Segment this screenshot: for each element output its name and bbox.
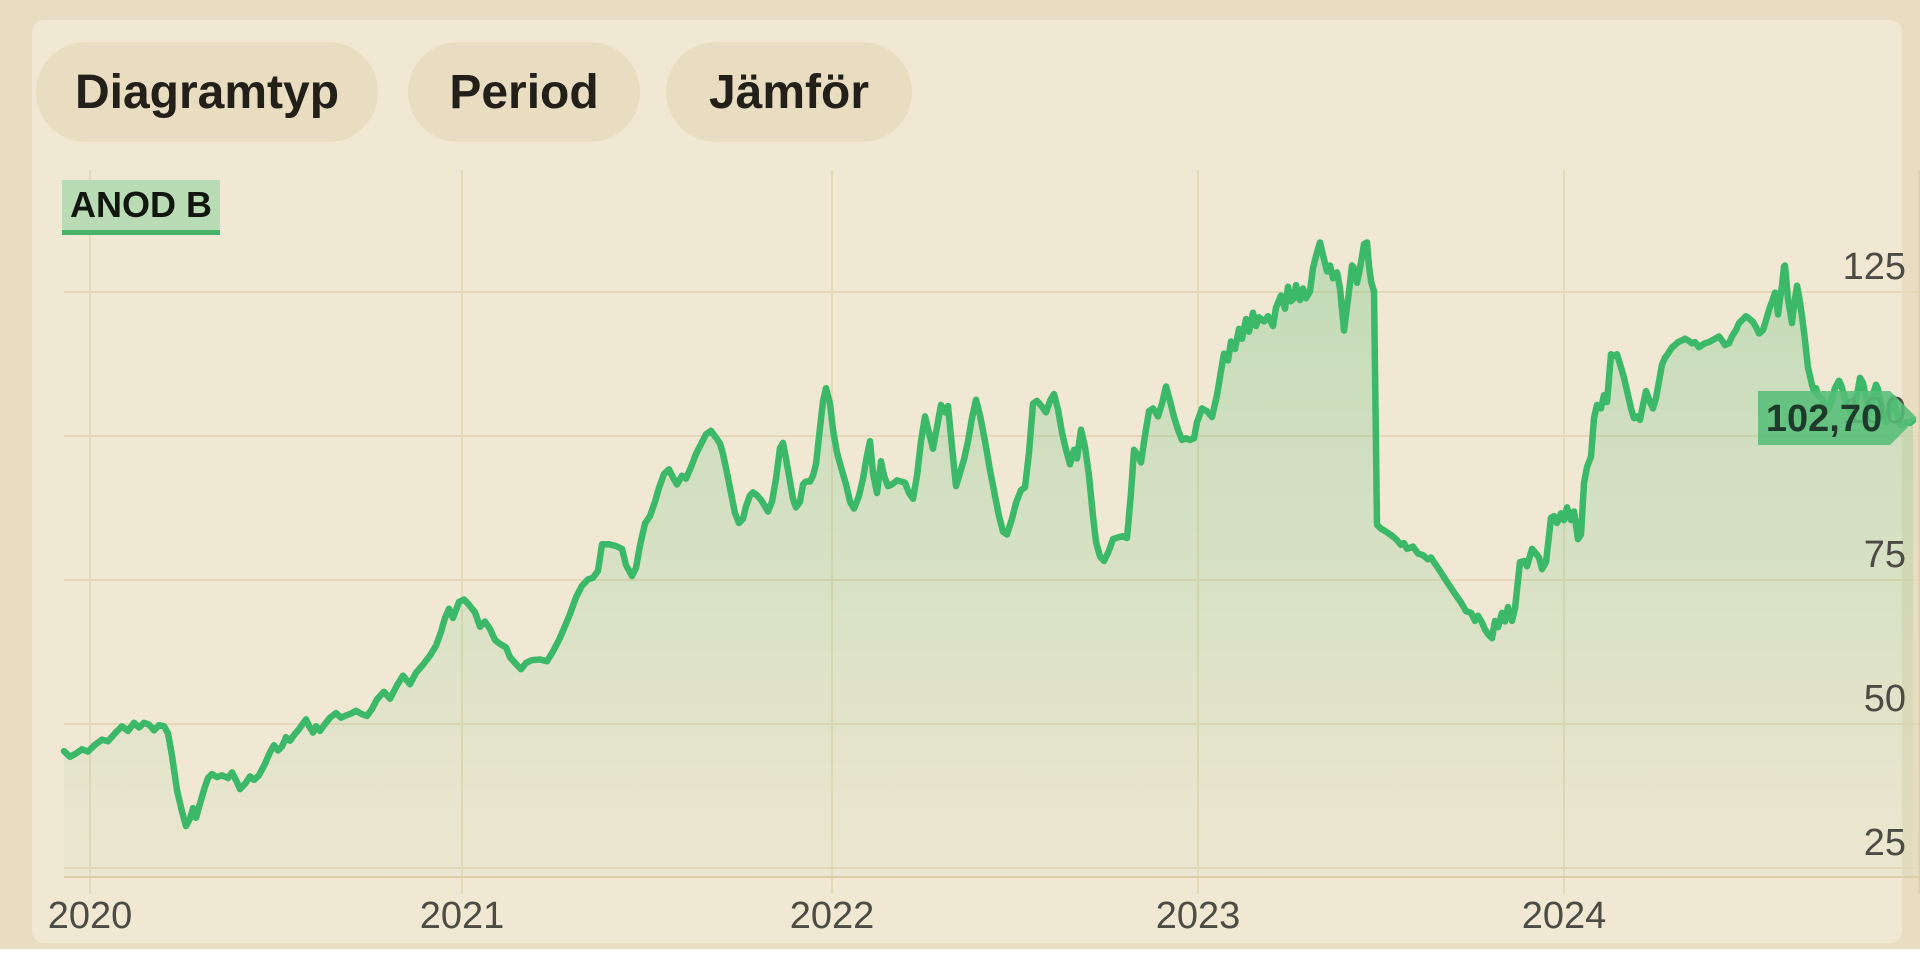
chart-surface[interactable]: 25507510012520202021202220232024102,70 xyxy=(32,20,1920,969)
app-background: 25507510012520202021202220232024102,70 D… xyxy=(0,0,1920,949)
price-area-fill xyxy=(64,242,1913,877)
y-axis-label-125: 125 xyxy=(1843,246,1906,288)
y-axis-label-50: 50 xyxy=(1864,678,1906,720)
last-price-label: 102,70 xyxy=(1766,398,1882,440)
price-line xyxy=(60,239,1917,830)
diagramtyp-button[interactable]: Diagramtyp xyxy=(36,42,378,142)
jamfor-button[interactable]: Jämför xyxy=(666,42,912,142)
last-price-tag xyxy=(1758,391,1917,445)
y-axis-label-75: 75 xyxy=(1864,534,1906,576)
x-axis-label-2020: 2020 xyxy=(48,895,133,937)
x-axis-label-2022: 2022 xyxy=(790,895,875,937)
chart-card: 25507510012520202021202220232024102,70 xyxy=(32,20,1920,943)
x-axis-label-2023: 2023 xyxy=(1156,895,1241,937)
period-button[interactable]: Period xyxy=(408,42,640,142)
x-axis-label-2024: 2024 xyxy=(1522,895,1607,937)
legend-ticker-badge[interactable]: ANOD B xyxy=(62,180,220,235)
y-axis-label-25: 25 xyxy=(1864,822,1906,864)
x-axis-label-2021: 2021 xyxy=(420,895,505,937)
